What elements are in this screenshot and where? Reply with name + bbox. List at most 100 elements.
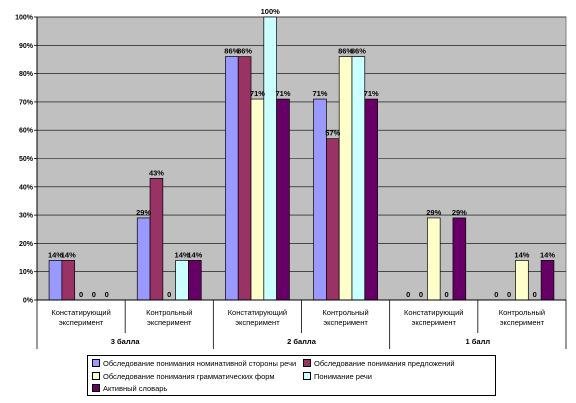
y-tick-label: 70% [19, 99, 34, 106]
bar-series-0-cat-0 [48, 260, 63, 301]
bar-series-1-cat-3 [326, 138, 340, 301]
data-label: 0 [105, 290, 109, 299]
legend-item-0: Обследование понимания номинативной стор… [92, 359, 296, 368]
x-tick-label-line: Контрольный [499, 308, 545, 317]
bar-series-4-cat-1 [188, 260, 202, 301]
data-label: 0 [444, 290, 448, 299]
x-tick-label-line: Констатирующий [51, 308, 110, 317]
legend-label: Понимание речи [314, 372, 372, 381]
bar-series-4-cat-2 [276, 98, 290, 301]
y-axis: 0% 10% 20% 30% 40% 50% 60% 70% 80% 90% 100% [15, 15, 38, 305]
y-tick-label: 80% [19, 71, 34, 78]
legend-item-3: Понимание речи [303, 372, 372, 381]
legend: Обследование понимания номинативной стор… [87, 355, 496, 396]
bar-series-1-cat-1 [149, 177, 164, 301]
legend-item-2: Обследование понимания грамматических фо… [92, 372, 275, 381]
gridlines [37, 16, 566, 273]
y-tick-label: 50% [19, 156, 34, 163]
data-labels: 14%29%86%71%0 014%43%86%57%0 00 071%86%29%1… [48, 7, 555, 299]
y-tick-label: 100% [15, 15, 34, 22]
data-label: 86% [338, 47, 353, 56]
legend-label: Обследование понимания грамматических фо… [103, 372, 275, 381]
legend-swatch [92, 359, 100, 367]
x-tick-label-line: эксперимент [323, 318, 368, 327]
x-tick-label-line: Контрольный [146, 308, 192, 317]
bar-series-4-cat-4 [452, 217, 467, 301]
y-tick-label: 10% [19, 269, 34, 276]
data-label: 57% [325, 129, 340, 138]
y-tick-label: 40% [19, 184, 34, 191]
data-label: 71% [364, 89, 379, 98]
data-label: 0 [406, 290, 410, 299]
bar-series-2-cat-2 [250, 98, 265, 301]
x-tick-label: Контрольный эксперимент [499, 308, 545, 327]
data-label: 0 [533, 290, 537, 299]
data-label: 14% [175, 250, 190, 259]
bars [48, 16, 555, 301]
x-tick-label-line: Констатирующий [404, 308, 463, 317]
bar-series-4-cat-3 [364, 98, 378, 301]
y-tick-label: 20% [19, 241, 34, 248]
data-label: 29% [136, 208, 151, 217]
data-label: 0 [79, 290, 83, 299]
bar-series-3-cat-1 [175, 260, 189, 301]
legend-label: Активный словарь [103, 384, 168, 393]
data-label: 0 [419, 290, 423, 299]
x-tick-label-line: Констатирующий [228, 308, 287, 317]
bar-series-4-cat-5 [540, 260, 555, 301]
x-tick-label-line: эксперимент [147, 318, 192, 327]
y-tick-label: 0% [23, 298, 34, 305]
data-label: 0 [494, 290, 498, 299]
x-tick-label: Констатирующий эксперимент [228, 308, 287, 327]
x-tick-label: Контрольный эксперимент [146, 308, 192, 327]
data-label: 0 [507, 290, 511, 299]
data-label: 71% [250, 89, 265, 98]
data-label: 0 [167, 290, 171, 299]
x-tick-label: Констатирующий эксперимент [404, 308, 463, 327]
data-label: 29% [452, 208, 467, 217]
y-tick-label: 90% [19, 43, 34, 50]
x-tick-label: Констатирующий эксперимент [51, 308, 110, 327]
data-label: 14% [187, 250, 202, 259]
data-label: 71% [312, 89, 327, 98]
legend-swatch [92, 372, 100, 380]
bar-series-0-cat-1 [136, 217, 151, 301]
data-label: 86% [224, 47, 239, 56]
x-tick-label-line: Контрольный [322, 308, 368, 317]
data-label: 14% [540, 250, 555, 259]
data-label: 0 [92, 290, 96, 299]
group-label: 1 балл [466, 337, 491, 346]
legend-swatch [92, 384, 100, 392]
data-label: 29% [426, 208, 441, 217]
x-tick-label-line: эксперимент [500, 318, 545, 327]
legend-swatch [303, 359, 311, 367]
legend-label: Обследование понимания предложений [314, 359, 455, 368]
x-tick-label-line: эксперимент [59, 318, 104, 327]
data-label: 71% [276, 89, 291, 98]
data-label: 86% [351, 47, 366, 56]
bar-series-0-cat-2 [225, 56, 239, 301]
x-tick-label: Контрольный эксперимент [322, 308, 368, 327]
x-tick-label-line: эксперимент [235, 318, 280, 327]
bar-series-3-cat-2 [263, 16, 277, 301]
y-tick-label: 60% [19, 128, 34, 135]
data-label: 100% [261, 7, 281, 16]
bar-series-2-cat-4 [427, 217, 441, 301]
legend-label: Обследование понимания номинативной стор… [103, 359, 297, 368]
group-label: 3 балла [111, 337, 141, 346]
bar-series-2-cat-3 [338, 56, 353, 301]
bar-series-2-cat-5 [515, 260, 529, 301]
legend-swatch [303, 372, 311, 380]
data-label: 14% [61, 250, 76, 259]
data-label: 43% [149, 168, 164, 177]
bar-series-1-cat-0 [61, 260, 76, 301]
data-label: 14% [48, 250, 63, 259]
data-label: 86% [237, 47, 252, 56]
x-tick-label-line: эксперимент [412, 318, 457, 327]
data-label: 14% [514, 250, 529, 259]
legend-item-4: Активный словарь [92, 384, 167, 393]
group-label: 2 балла [287, 337, 317, 346]
y-tick-label: 30% [19, 213, 34, 220]
